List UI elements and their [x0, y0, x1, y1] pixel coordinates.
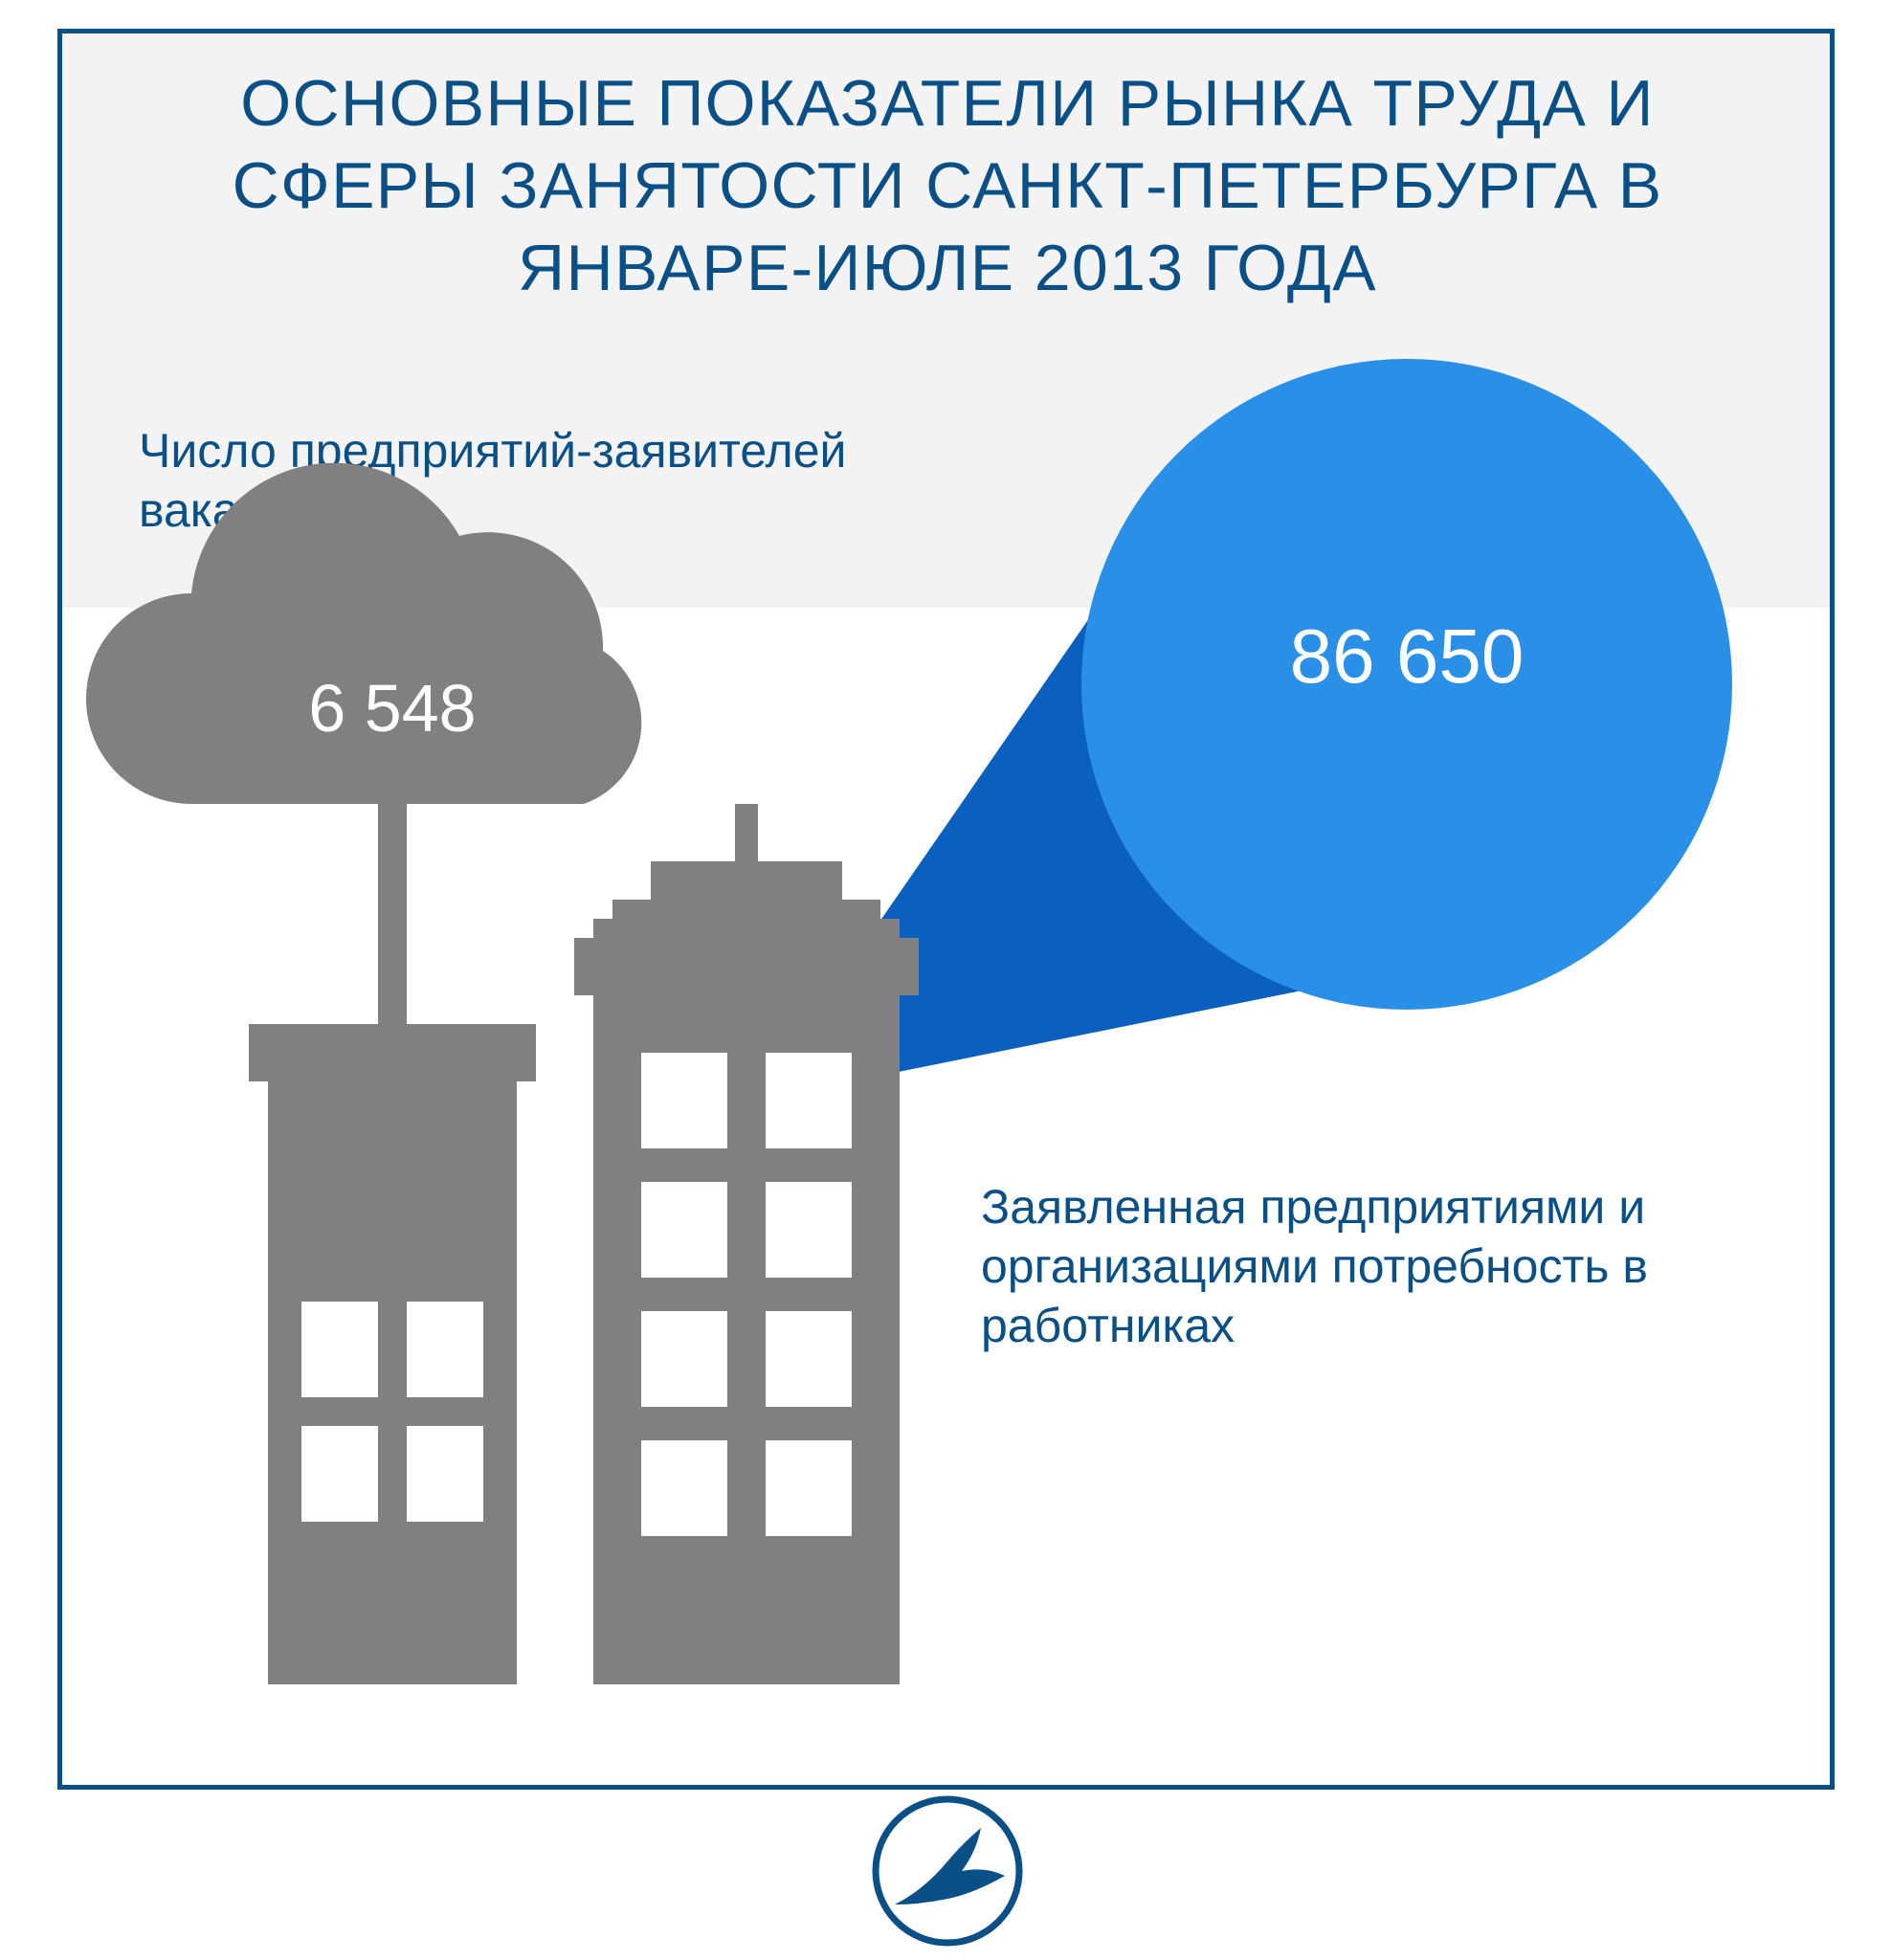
right-caption: Заявленная предприятиями и организациями…	[981, 1177, 1766, 1355]
footer-logo-icon	[876, 1799, 1019, 1943]
artwork-layer	[0, 0, 1892, 1960]
cloud-icon	[86, 463, 641, 804]
infographic-stage: ОСНОВНЫЕ ПОКАЗАТЕЛИ РЫНКА ТРУДА И СФЕРЫ …	[0, 0, 1892, 1960]
balloon-value: 86 650	[1215, 612, 1598, 701]
buildings-icon	[249, 804, 919, 1684]
cloud-value: 6 548	[249, 670, 536, 746]
